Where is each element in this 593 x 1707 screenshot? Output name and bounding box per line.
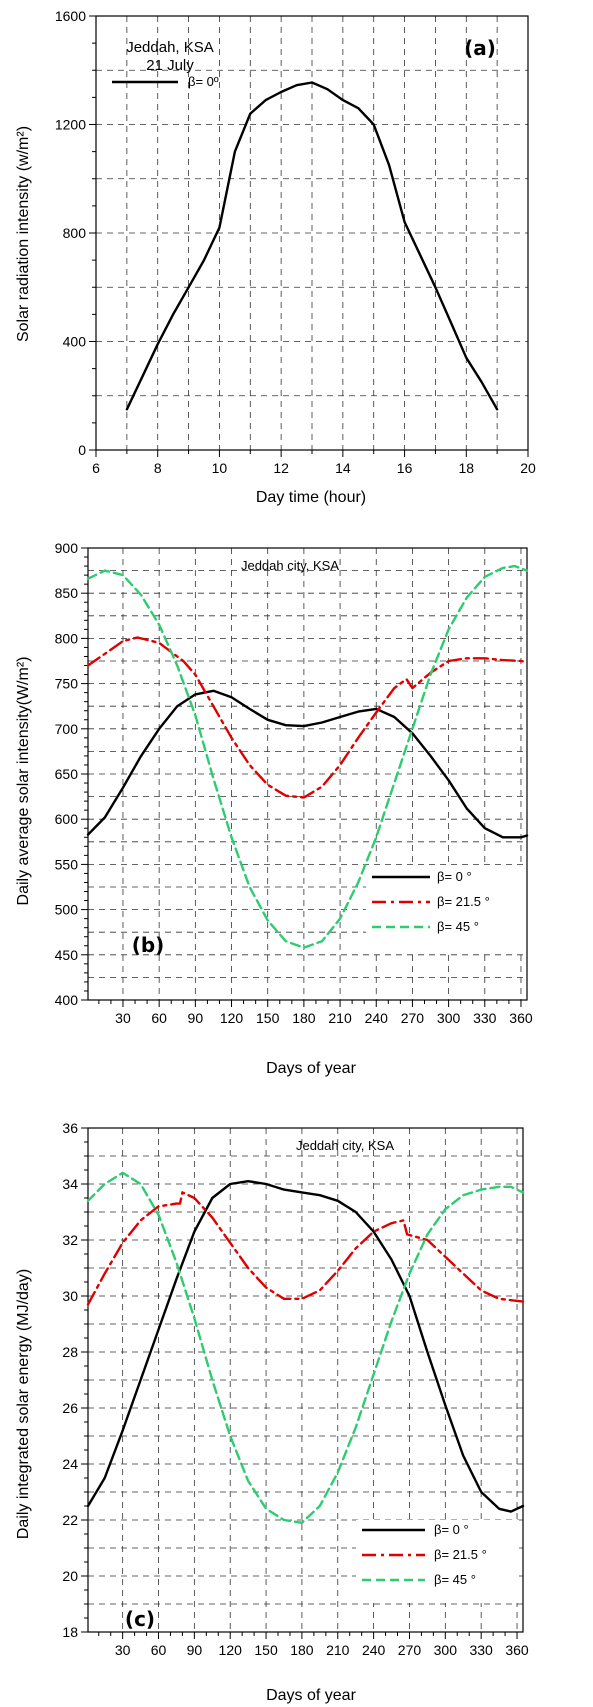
- chart-b-note: Jeddah city, KSA: [241, 558, 339, 573]
- series-line-1: [86, 689, 529, 839]
- y-tick-label: 700: [55, 721, 79, 737]
- y-tick-label: 1200: [55, 117, 86, 133]
- chart-a-note-line-2: 21 July: [146, 57, 194, 74]
- x-tick-label: 330: [469, 1642, 493, 1658]
- x-tick-label: 180: [292, 1010, 316, 1026]
- y-tick-label: 900: [55, 540, 79, 556]
- x-tick-label: 120: [219, 1642, 243, 1658]
- series-line-2: [86, 636, 529, 799]
- y-tick-label: 400: [55, 992, 79, 1008]
- x-tick-label: 18: [458, 460, 474, 476]
- legend-label-2: β= 21.5 °: [437, 894, 490, 909]
- chart-c-xlabel: Days of year: [266, 1687, 356, 1704]
- x-tick-label: 330: [473, 1010, 497, 1026]
- x-tick-label: 20: [520, 460, 536, 476]
- x-tick-label: 16: [397, 460, 413, 476]
- axis-ticks: [81, 1127, 518, 1639]
- y-tick-label: 800: [55, 630, 79, 646]
- y-tick-label: 28: [62, 1344, 78, 1360]
- x-tick-label: 210: [328, 1010, 352, 1026]
- x-tick-label: 90: [187, 1642, 203, 1658]
- chart-panel-c: Jeddah city, KSA (c) Days of year Daily …: [0, 1120, 593, 1707]
- grid-lines: [96, 16, 528, 450]
- chart-b-svg: Jeddah city, KSA (b) Days of year Daily …: [15, 540, 533, 1077]
- x-tick-label: 14: [335, 460, 351, 476]
- chart-panel-b: Jeddah city, KSA (b) Days of year Daily …: [0, 540, 593, 1120]
- y-tick-label: 36: [62, 1120, 78, 1136]
- x-tick-label: 240: [365, 1010, 389, 1026]
- chart-a-svg: Jeddah, KSA 21 July (a) Day time (hour) …: [15, 8, 536, 506]
- y-tick-label: 30: [62, 1288, 78, 1304]
- y-tick-label: 32: [62, 1232, 78, 1248]
- legend-label-1: β= 0 °: [434, 1522, 469, 1537]
- series-line-3: [86, 564, 529, 949]
- x-tick-label: 300: [434, 1642, 458, 1658]
- y-tick-label: 550: [55, 856, 79, 872]
- x-tick-label: 90: [188, 1010, 204, 1026]
- x-tick-label: 180: [290, 1642, 314, 1658]
- y-tick-label: 500: [55, 902, 79, 918]
- y-tick-label: 22: [62, 1512, 78, 1528]
- y-tick-label: 600: [55, 811, 79, 827]
- chart-c-ylabel: Daily integrated solar energy (MJ/day): [15, 1269, 32, 1539]
- chart-a-xlabel: Day time (hour): [256, 489, 366, 506]
- y-tick-label: 750: [55, 676, 79, 692]
- x-tick-label: 120: [220, 1010, 244, 1026]
- y-tick-label: 20: [62, 1568, 78, 1584]
- y-tick-label: 34: [62, 1176, 78, 1192]
- y-tick-label: 0: [78, 442, 86, 458]
- x-tick-label: 8: [154, 460, 162, 476]
- series-line-1: [86, 1180, 525, 1513]
- legend-label-2: β= 21.5 °: [434, 1547, 487, 1562]
- legend-background: [356, 1520, 519, 1603]
- y-tick-label: 800: [63, 225, 87, 241]
- x-tick-label: 360: [505, 1642, 529, 1658]
- series-line-2: [86, 1191, 525, 1306]
- y-tick-label: 18: [62, 1624, 78, 1640]
- axis-ticks: [81, 547, 522, 1007]
- chart-c-note: Jeddah city, KSA: [296, 1138, 394, 1153]
- chart-a-tag: (a): [464, 36, 496, 60]
- series-line-3: [86, 1171, 525, 1524]
- y-tick-label: 1600: [55, 8, 86, 24]
- x-tick-label: 6: [92, 460, 100, 476]
- y-tick-label: 26: [62, 1400, 78, 1416]
- chart-b-ylabel: Daily average solar intensity(W/m²): [15, 657, 32, 906]
- chart-b-xlabel: Days of year: [266, 1060, 356, 1077]
- chart-c-tag: (c): [125, 1607, 155, 1631]
- legend-label-1: β= 0º: [188, 74, 219, 89]
- chart-c-svg: Jeddah city, KSA (c) Days of year Daily …: [15, 1120, 529, 1704]
- legend-background: [366, 867, 523, 950]
- x-tick-label: 60: [151, 1642, 167, 1658]
- x-tick-label: 300: [437, 1010, 461, 1026]
- x-tick-label: 270: [401, 1010, 425, 1026]
- series-line-1: [125, 81, 499, 411]
- chart-panel-a: Jeddah, KSA 21 July (a) Day time (hour) …: [0, 0, 593, 520]
- x-tick-label: 150: [254, 1642, 278, 1658]
- y-tick-label: 650: [55, 766, 79, 782]
- x-tick-label: 150: [256, 1010, 280, 1026]
- axis-ticks: [89, 15, 529, 457]
- chart-a-note-line-1: Jeddah, KSA: [126, 39, 214, 56]
- y-tick-label: 400: [63, 334, 87, 350]
- legend-label-1: β= 0 °: [437, 869, 472, 884]
- legend-label-3: β= 45 °: [434, 1572, 476, 1587]
- x-tick-label: 240: [362, 1642, 386, 1658]
- y-tick-label: 450: [55, 947, 79, 963]
- x-tick-label: 360: [509, 1010, 533, 1026]
- x-tick-label: 10: [212, 460, 228, 476]
- x-tick-label: 210: [326, 1642, 350, 1658]
- x-tick-label: 30: [115, 1642, 131, 1658]
- x-tick-label: 30: [115, 1010, 131, 1026]
- y-tick-label: 24: [62, 1456, 78, 1472]
- y-tick-label: 850: [55, 585, 79, 601]
- x-tick-label: 270: [398, 1642, 422, 1658]
- legend-label-3: β= 45 °: [437, 919, 479, 934]
- x-tick-label: 12: [273, 460, 289, 476]
- chart-a-ylabel: Solar radiation intensity (w/m²): [15, 126, 32, 342]
- x-tick-label: 60: [151, 1010, 167, 1026]
